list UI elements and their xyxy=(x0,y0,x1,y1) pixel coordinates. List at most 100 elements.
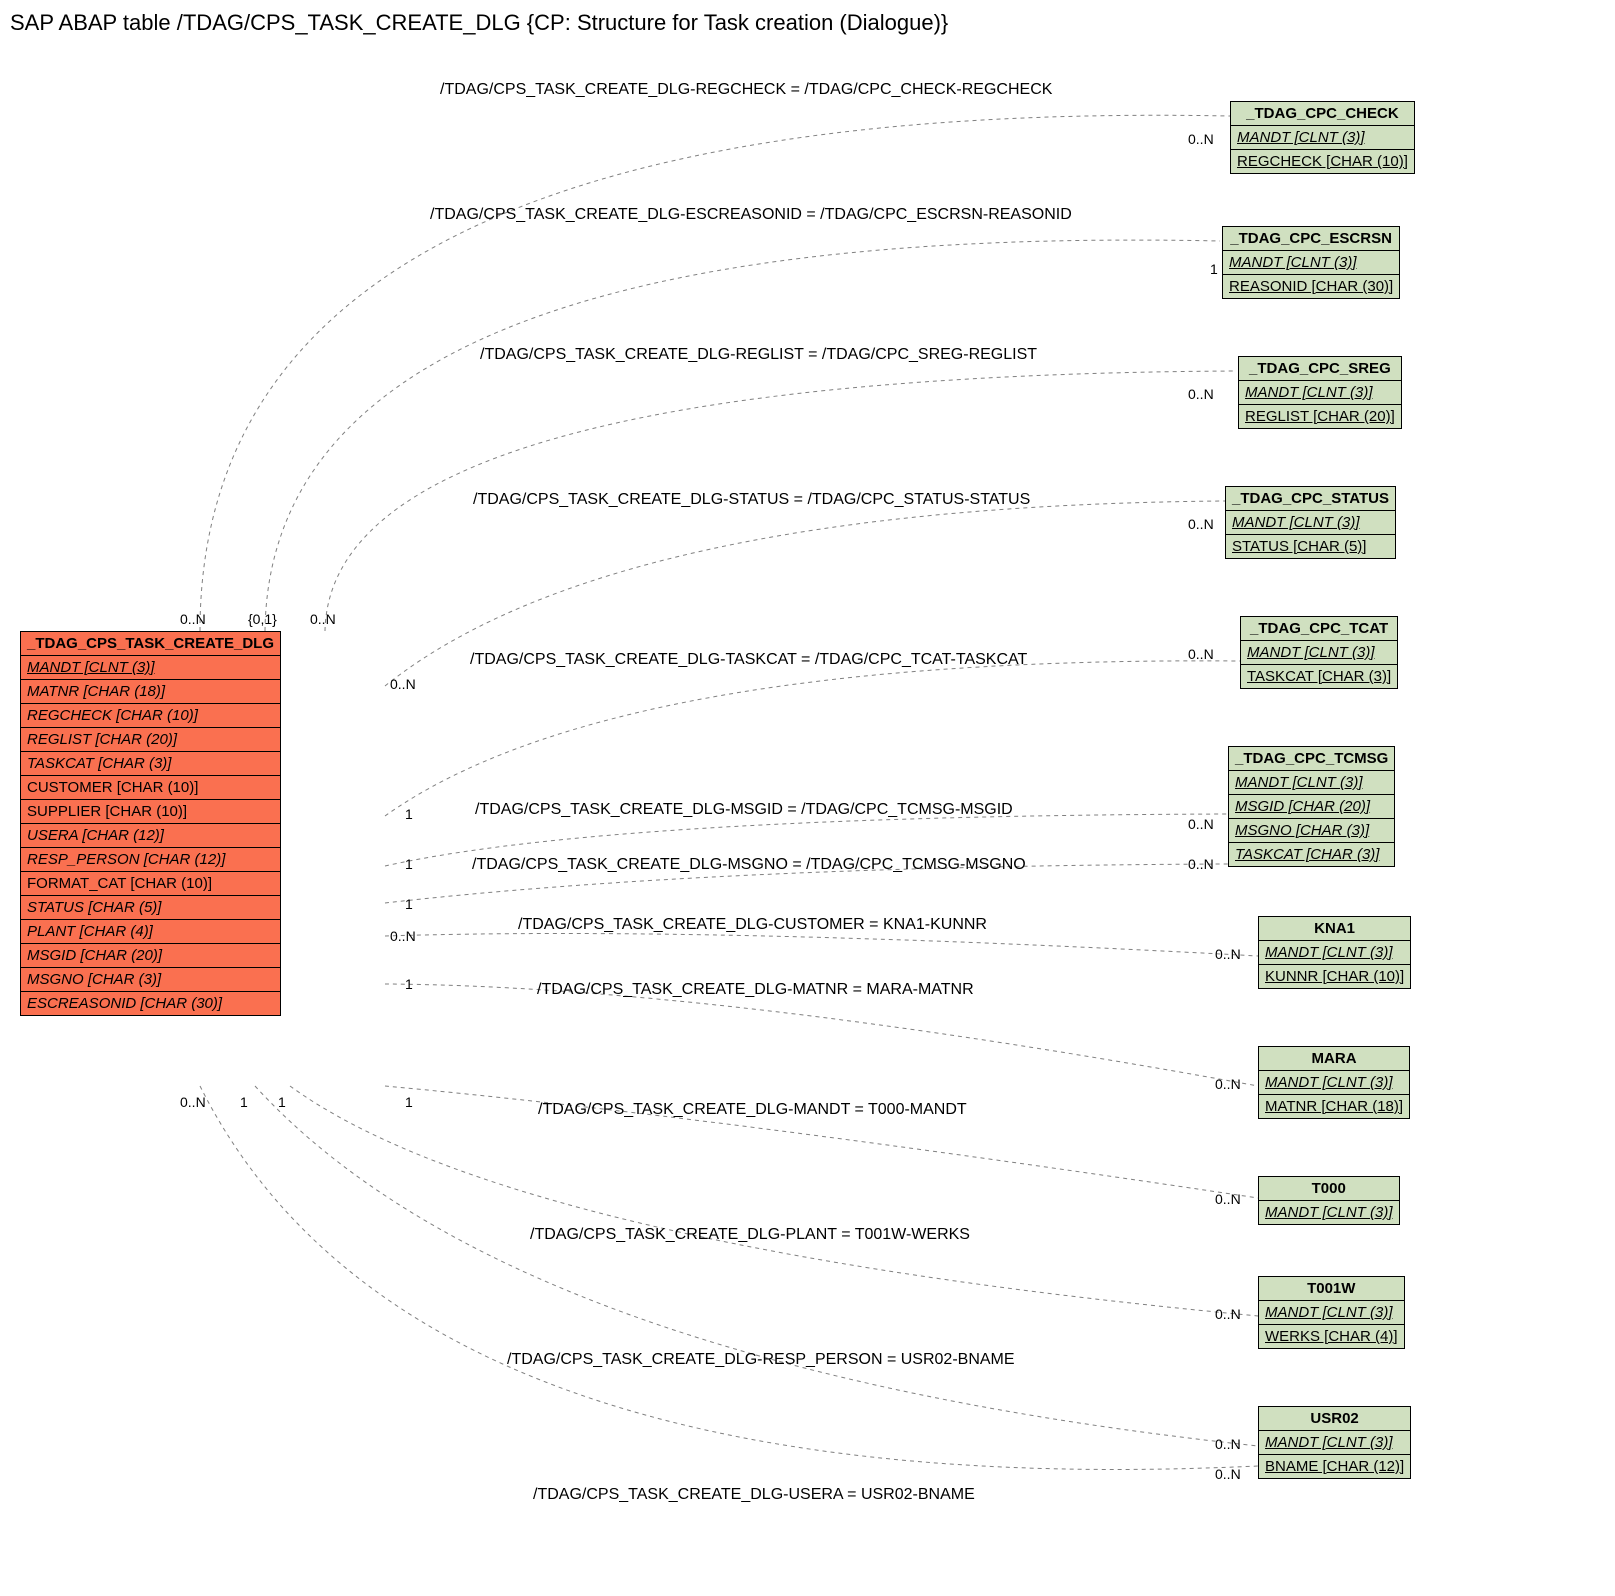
entity-field: PLANT [CHAR (4)] xyxy=(21,920,281,944)
cardinality-label: 1 xyxy=(405,1094,413,1110)
entity-table: MARAMANDT [CLNT (3)]MATNR [CHAR (18)] xyxy=(1258,1046,1410,1119)
cardinality-label: 1 xyxy=(405,896,413,912)
entity-field: REGLIST [CHAR (20)] xyxy=(1239,405,1402,429)
entity-field: MANDT [CLNT (3)] xyxy=(1229,771,1395,795)
entity-field: MANDT [CLNT (3)] xyxy=(21,656,281,680)
cardinality-label: 0..N xyxy=(1188,856,1214,872)
relationship-label: /TDAG/CPS_TASK_CREATE_DLG-STATUS = /TDAG… xyxy=(473,491,1030,509)
entity-field: MANDT [CLNT (3)] xyxy=(1259,1201,1400,1225)
entity-table: T001WMANDT [CLNT (3)]WERKS [CHAR (4)] xyxy=(1258,1276,1405,1349)
entity-header: _TDAG_CPC_CHECK xyxy=(1231,102,1415,126)
entity-field: REASONID [CHAR (30)] xyxy=(1223,275,1400,299)
relationship-label: /TDAG/CPS_TASK_CREATE_DLG-MANDT = T000-M… xyxy=(538,1101,967,1119)
relationship-label: /TDAG/CPS_TASK_CREATE_DLG-REGLIST = /TDA… xyxy=(480,346,1037,364)
entity-field: STATUS [CHAR (5)] xyxy=(1226,535,1396,559)
cardinality-label: 0..N xyxy=(1188,516,1214,532)
relationship-label: /TDAG/CPS_TASK_CREATE_DLG-CUSTOMER = KNA… xyxy=(518,916,987,934)
entity-header: _TDAG_CPC_TCMSG xyxy=(1229,747,1395,771)
entity-header: _TDAG_CPC_SREG xyxy=(1239,357,1402,381)
er-diagram: _TDAG_CPS_TASK_CREATE_DLGMANDT [CLNT (3)… xyxy=(10,46,1605,1586)
entity-field: FORMAT_CAT [CHAR (10)] xyxy=(21,872,281,896)
relationship-label: /TDAG/CPS_TASK_CREATE_DLG-PLANT = T001W-… xyxy=(530,1226,970,1244)
entity-field: MANDT [CLNT (3)] xyxy=(1226,511,1396,535)
cardinality-label: 0..N xyxy=(390,676,416,692)
cardinality-label: 0..N xyxy=(1188,386,1214,402)
entity-header: T000 xyxy=(1259,1177,1400,1201)
entity-field: MSGNO [CHAR (3)] xyxy=(1229,819,1395,843)
entity-header: USR02 xyxy=(1259,1407,1411,1431)
entity-field: CUSTOMER [CHAR (10)] xyxy=(21,776,281,800)
entity-field: MANDT [CLNT (3)] xyxy=(1259,1071,1410,1095)
entity-field: REGLIST [CHAR (20)] xyxy=(21,728,281,752)
entity-header: MARA xyxy=(1259,1047,1410,1071)
cardinality-label: 0..N xyxy=(1188,816,1214,832)
entity-header: KNA1 xyxy=(1259,917,1411,941)
cardinality-label: 0..N xyxy=(1188,131,1214,147)
entity-header: T001W xyxy=(1259,1277,1405,1301)
cardinality-label: 1 xyxy=(405,976,413,992)
cardinality-label: {0,1} xyxy=(248,611,277,627)
entity-field: REGCHECK [CHAR (10)] xyxy=(21,704,281,728)
entity-field: MANDT [CLNT (3)] xyxy=(1259,941,1411,965)
cardinality-label: 1 xyxy=(405,806,413,822)
entity-field: MANDT [CLNT (3)] xyxy=(1259,1431,1411,1455)
entity-field: ESCREASONID [CHAR (30)] xyxy=(21,992,281,1016)
entity-field: MANDT [CLNT (3)] xyxy=(1231,126,1415,150)
entity-field: MANDT [CLNT (3)] xyxy=(1241,641,1398,665)
relationship-label: /TDAG/CPS_TASK_CREATE_DLG-TASKCAT = /TDA… xyxy=(470,651,1027,669)
cardinality-label: 0..N xyxy=(1215,946,1241,962)
entity-table: _TDAG_CPC_STATUSMANDT [CLNT (3)]STATUS [… xyxy=(1225,486,1396,559)
entity-table: KNA1MANDT [CLNT (3)]KUNNR [CHAR (10)] xyxy=(1258,916,1411,989)
entity-table: _TDAG_CPC_SREGMANDT [CLNT (3)]REGLIST [C… xyxy=(1238,356,1402,429)
entity-field: TASKCAT [CHAR (3)] xyxy=(21,752,281,776)
cardinality-label: 1 xyxy=(1210,261,1218,277)
cardinality-label: 0..N xyxy=(310,611,336,627)
entity-field: BNAME [CHAR (12)] xyxy=(1259,1455,1411,1479)
entity-field: MATNR [CHAR (18)] xyxy=(21,680,281,704)
entity-field: MANDT [CLNT (3)] xyxy=(1259,1301,1405,1325)
entity-field: MSGNO [CHAR (3)] xyxy=(21,968,281,992)
entity-field: MANDT [CLNT (3)] xyxy=(1223,251,1400,275)
cardinality-label: 0..N xyxy=(180,611,206,627)
relationship-label: /TDAG/CPS_TASK_CREATE_DLG-MATNR = MARA-M… xyxy=(537,981,974,999)
entity-field: STATUS [CHAR (5)] xyxy=(21,896,281,920)
entity-field: MANDT [CLNT (3)] xyxy=(1239,381,1402,405)
cardinality-label: 1 xyxy=(278,1094,286,1110)
cardinality-label: 1 xyxy=(405,856,413,872)
entity-table: _TDAG_CPC_CHECKMANDT [CLNT (3)]REGCHECK … xyxy=(1230,101,1415,174)
entity-field: MSGID [CHAR (20)] xyxy=(21,944,281,968)
entity-field: TASKCAT [CHAR (3)] xyxy=(1229,843,1395,867)
relationship-label: /TDAG/CPS_TASK_CREATE_DLG-RESP_PERSON = … xyxy=(507,1351,1015,1369)
relationship-label: /TDAG/CPS_TASK_CREATE_DLG-USERA = USR02-… xyxy=(533,1486,975,1504)
entity-table: _TDAG_CPC_ESCRSNMANDT [CLNT (3)]REASONID… xyxy=(1222,226,1400,299)
entity-table: _TDAG_CPS_TASK_CREATE_DLGMANDT [CLNT (3)… xyxy=(20,631,281,1016)
entity-field: REGCHECK [CHAR (10)] xyxy=(1231,150,1415,174)
entity-table: _TDAG_CPC_TCMSGMANDT [CLNT (3)]MSGID [CH… xyxy=(1228,746,1395,867)
cardinality-label: 0..N xyxy=(180,1094,206,1110)
entity-field: MATNR [CHAR (18)] xyxy=(1259,1095,1410,1119)
entity-field: RESP_PERSON [CHAR (12)] xyxy=(21,848,281,872)
entity-field: KUNNR [CHAR (10)] xyxy=(1259,965,1411,989)
entity-table: T000MANDT [CLNT (3)] xyxy=(1258,1176,1400,1225)
entity-field: MSGID [CHAR (20)] xyxy=(1229,795,1395,819)
cardinality-label: 0..N xyxy=(1188,646,1214,662)
page-title: SAP ABAP table /TDAG/CPS_TASK_CREATE_DLG… xyxy=(10,10,1615,36)
relationship-label: /TDAG/CPS_TASK_CREATE_DLG-ESCREASONID = … xyxy=(430,206,1072,224)
relationship-label: /TDAG/CPS_TASK_CREATE_DLG-REGCHECK = /TD… xyxy=(440,81,1052,99)
entity-header: _TDAG_CPC_STATUS xyxy=(1226,487,1396,511)
entity-field: TASKCAT [CHAR (3)] xyxy=(1241,665,1398,689)
cardinality-label: 1 xyxy=(240,1094,248,1110)
entity-header: _TDAG_CPC_TCAT xyxy=(1241,617,1398,641)
relationship-label: /TDAG/CPS_TASK_CREATE_DLG-MSGID = /TDAG/… xyxy=(475,801,1013,819)
entity-table: _TDAG_CPC_TCATMANDT [CLNT (3)]TASKCAT [C… xyxy=(1240,616,1398,689)
entity-header: _TDAG_CPS_TASK_CREATE_DLG xyxy=(21,632,281,656)
entity-table: USR02MANDT [CLNT (3)]BNAME [CHAR (12)] xyxy=(1258,1406,1411,1479)
cardinality-label: 0..N xyxy=(1215,1076,1241,1092)
entity-field: SUPPLIER [CHAR (10)] xyxy=(21,800,281,824)
cardinality-label: 0..N xyxy=(1215,1466,1241,1482)
relationship-label: /TDAG/CPS_TASK_CREATE_DLG-MSGNO = /TDAG/… xyxy=(472,856,1026,874)
entity-field: WERKS [CHAR (4)] xyxy=(1259,1325,1405,1349)
cardinality-label: 0..N xyxy=(390,928,416,944)
entity-field: USERA [CHAR (12)] xyxy=(21,824,281,848)
cardinality-label: 0..N xyxy=(1215,1436,1241,1452)
